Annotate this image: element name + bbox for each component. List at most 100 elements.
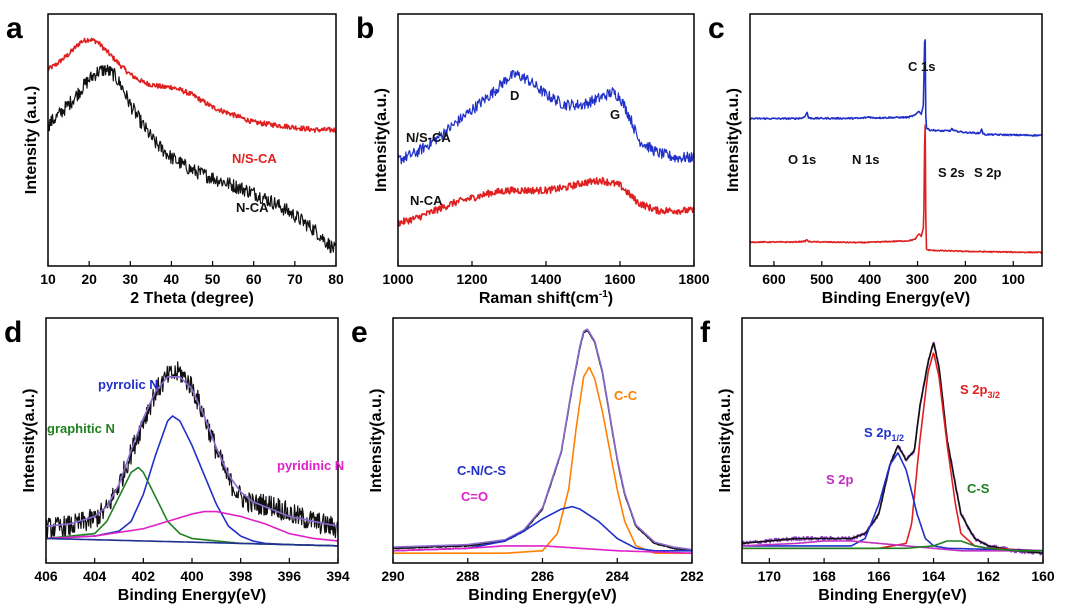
panel-label-f: f xyxy=(700,316,711,349)
x-axis-label-e: Binding Energy(eV) xyxy=(468,587,616,604)
panel-b: b 1000 1200 1400 1600 1800 Raman shift(cm-1) In… xyxy=(356,12,710,307)
series-e-2 xyxy=(392,366,693,555)
series-d-5 xyxy=(45,537,339,547)
x-axis-label-f: Binding Energy(eV) xyxy=(818,587,966,604)
peak-label-o1s: O 1s xyxy=(788,152,816,167)
x-tick-label-a-5: 60 xyxy=(246,271,262,287)
series-f-5 xyxy=(741,540,1044,552)
x-tick-label-f-4: 162 xyxy=(977,568,1001,584)
series-f-1 xyxy=(741,342,1044,554)
x-tick-label-d-4: 398 xyxy=(229,568,253,584)
y-axis-label-e: Intensity(a.u.) xyxy=(368,388,385,492)
x-tick-label-e-2: 286 xyxy=(531,568,555,584)
panel-label-c: c xyxy=(708,12,725,45)
x-tick-label-a-2: 30 xyxy=(122,271,138,287)
x-tick-label-c-0: 600 xyxy=(762,271,786,287)
y-axis-label-c: Intensity(a.u.) xyxy=(725,88,742,192)
label-pyridinic-n: pyridinic N xyxy=(277,458,344,473)
series-f-4 xyxy=(741,540,1044,552)
panel-f: f 170 168 166 164 162 160 Binding Energy(eV) Int… xyxy=(700,316,1055,604)
peak-label-s2p: S 2p xyxy=(974,165,1002,180)
peak-label-s2s: S 2s xyxy=(938,165,965,180)
label-s2p-1-2: S 2p1/2 xyxy=(864,425,904,443)
x-tick-label-a-7: 80 xyxy=(328,271,344,287)
x-tick-label-d-1: 404 xyxy=(83,568,107,584)
series-e-1 xyxy=(392,328,693,551)
x-axis-label-a: 2 Theta (degree) xyxy=(130,290,254,307)
x-tick-label-d-6: 394 xyxy=(326,568,350,584)
x-axis-label-c: Binding Energy(eV) xyxy=(822,290,970,307)
x-tick-label-f-0: 170 xyxy=(758,568,782,584)
panel-label-d: d xyxy=(4,316,22,349)
series-b-n-s-ca xyxy=(397,69,695,165)
x-tick-label-d-2: 402 xyxy=(132,568,156,584)
x-tick-label-f-5: 160 xyxy=(1031,568,1055,584)
x-tick-label-c-1: 500 xyxy=(810,271,834,287)
label-s2p-3-2: S 2p3/2 xyxy=(960,382,1000,400)
x-tick-label-a-4: 50 xyxy=(205,271,221,287)
x-tick-label-b-4: 1800 xyxy=(678,271,709,287)
label-pyrrolic-n: pyrrolic N xyxy=(98,377,159,392)
annotations: N/S-CA N-CA N/S-CA N-CA D G C 1s O 1s N … xyxy=(47,59,1002,504)
x-tick-label-f-1: 168 xyxy=(812,568,836,584)
series-d-4 xyxy=(45,510,339,542)
x-tick-label-e-3: 284 xyxy=(606,568,630,584)
panel-label-a: a xyxy=(6,12,23,45)
x-tick-label-b-2: 1400 xyxy=(530,271,561,287)
y-axis-label-a: Intensity (a.u.) xyxy=(23,86,40,194)
x-tick-label-e-1: 288 xyxy=(456,568,480,584)
label-n-ca-b: N-CA xyxy=(410,193,443,208)
label-c-c: C-C xyxy=(614,388,638,403)
label-n-ca-a: N-CA xyxy=(236,200,269,215)
y-axis-label-b: Intensity(a.u.) xyxy=(373,88,390,192)
y-axis-label-d: Intensity(a.u.) xyxy=(21,388,38,492)
x-tick-label-e-0: 290 xyxy=(381,568,405,584)
series-a-n-s-ca xyxy=(47,37,337,133)
label-n-s-ca-a: N/S-CA xyxy=(232,151,277,166)
plot-frame-e xyxy=(392,317,693,564)
panel-label-b: b xyxy=(356,12,374,45)
x-axis-label-d: Binding Energy(eV) xyxy=(118,587,266,604)
plot-frame-a xyxy=(47,13,337,267)
x-tick-label-b-3: 1600 xyxy=(604,271,635,287)
series-a-n-ca xyxy=(47,64,337,254)
x-tick-label-c-5: 100 xyxy=(1002,271,1026,287)
x-tick-label-b-1: 1200 xyxy=(456,271,487,287)
y-axis-label-f: Intensity(a.u.) xyxy=(717,388,734,492)
x-tick-label-c-4: 200 xyxy=(954,271,978,287)
panel-e: e 290 288 286 284 282 Binding Energy(eV) Intens… xyxy=(351,316,704,604)
panel-label-e: e xyxy=(351,316,368,349)
series-f-2 xyxy=(741,352,1044,552)
panel-c: c 600 500 400 300 200 100 Binding Energy(eV) Int… xyxy=(708,12,1043,307)
series-e-3 xyxy=(392,505,693,552)
x-tick-label-c-3: 300 xyxy=(906,271,930,287)
label-s2p: S 2p xyxy=(826,472,854,487)
x-tick-label-e-4: 282 xyxy=(680,568,704,584)
peak-label-n1s: N 1s xyxy=(852,152,879,167)
x-tick-label-a-1: 20 xyxy=(81,271,97,287)
series-e-4 xyxy=(392,545,693,555)
x-tick-label-d-3: 400 xyxy=(180,568,204,584)
label-n-s-ca-b: N/S-CA xyxy=(406,130,451,145)
label-c-s: C-S xyxy=(967,481,990,496)
panel-d: d 406 404 402 400 398 396 394 Binding Energy(eV)… xyxy=(4,316,350,604)
x-tick-label-c-2: 400 xyxy=(858,271,882,287)
series-f-0 xyxy=(741,341,1044,556)
x-tick-label-f-2: 166 xyxy=(867,568,891,584)
series-f-3 xyxy=(741,452,1044,552)
plot-frame-c xyxy=(749,13,1043,267)
x-tick-label-a-6: 70 xyxy=(287,271,303,287)
x-tick-label-d-0: 406 xyxy=(34,568,58,584)
peak-label-d: D xyxy=(510,88,519,103)
label-c-n-c-s: C-N/C-S xyxy=(457,463,506,478)
x-tick-label-a-3: 40 xyxy=(164,271,180,287)
peak-label-c1s: C 1s xyxy=(908,59,935,74)
x-tick-label-b-0: 1000 xyxy=(382,271,413,287)
series-b-n-ca xyxy=(397,176,695,227)
peak-label-g: G xyxy=(610,107,620,122)
x-axis-label-b: Raman shift(cm-1) xyxy=(479,289,613,307)
series-c-1 xyxy=(749,124,1043,254)
label-c-o: C=O xyxy=(461,489,488,504)
x-tick-label-a-0: 10 xyxy=(40,271,56,287)
